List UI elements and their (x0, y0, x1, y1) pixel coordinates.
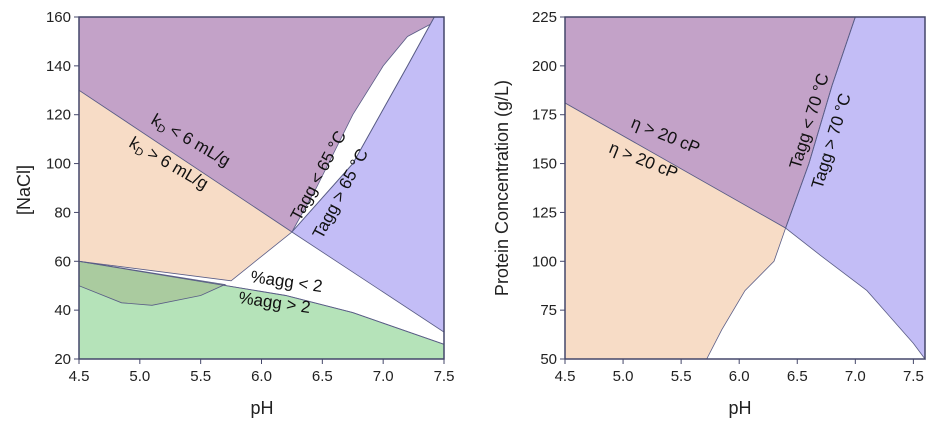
boundary-line-0 (291, 16, 435, 233)
right-x-axis-label: pH (728, 398, 751, 418)
y-tick-label: 20 (54, 351, 71, 368)
y-tick-label: 100 (532, 253, 557, 270)
x-tick-label: 5.0 (129, 368, 150, 385)
y-tick-label: 200 (532, 58, 557, 75)
y-tick-label: 140 (46, 58, 71, 75)
x-tick-label: 6.0 (729, 368, 750, 385)
x-tick-label: 4.5 (69, 368, 90, 385)
x-tick-label: 7.5 (903, 368, 924, 385)
y-tick-label: 160 (46, 9, 71, 26)
right-chart-frame (564, 16, 926, 360)
y-tick-label: 150 (532, 156, 557, 173)
left-chart-regions (78, 16, 445, 360)
x-tick-label: 6.5 (787, 368, 808, 385)
boundary-line-1 (78, 260, 445, 345)
y-tick-label: 60 (54, 253, 71, 270)
x-tick-label: 4.5 (555, 368, 576, 385)
right-y-axis-label: Protein Concentration (g/L) (492, 80, 512, 296)
x-tick-label: 7.0 (373, 368, 394, 385)
x-tick-label: 7.5 (434, 368, 455, 385)
left-y-axis-label: [NaCl] (14, 165, 34, 215)
y-tick-label: 225 (532, 9, 557, 26)
left-x-axis-label: pH (250, 398, 273, 418)
x-tick-label: 6.0 (251, 368, 272, 385)
y-tick-label: 120 (46, 107, 71, 124)
x-tick-label: 6.5 (312, 368, 333, 385)
left-chart-boundaries (78, 16, 445, 345)
right-chart: 4.5 5.0 5.5 6.0 6.5 7.0 7.5 50 75 100 125 150 175 20… (492, 9, 926, 418)
y-tick-label: 40 (54, 302, 71, 319)
y-tick-label: 175 (532, 107, 557, 124)
right-chart-boundaries (785, 16, 856, 229)
x-tick-label: 5.0 (613, 368, 634, 385)
y-tick-label: 125 (532, 204, 557, 221)
x-tick-label: 5.5 (671, 368, 692, 385)
right-chart-y-ticks: 50 75 100 125 150 175 200 225 (532, 9, 565, 368)
right-chart-x-ticks: 4.5 5.0 5.5 6.0 6.5 7.0 7.5 (555, 359, 924, 385)
left-chart: 4.5 5.0 5.5 6.0 6.5 7.0 7.5 20 40 60 80 100 120 140 1… (14, 9, 454, 418)
boundary-line-0 (785, 16, 856, 229)
y-tick-label: 75 (540, 302, 557, 319)
y-tick-label: 80 (54, 204, 71, 221)
x-tick-label: 7.0 (845, 368, 866, 385)
right-chart-regions (564, 16, 926, 361)
x-tick-label: 5.5 (190, 368, 211, 385)
left-chart-x-ticks: 4.5 5.0 5.5 6.0 6.5 7.0 7.5 (69, 359, 455, 385)
y-tick-label: 50 (540, 351, 557, 368)
y-tick-label: 100 (46, 156, 71, 173)
left-chart-y-ticks: 20 40 60 80 100 120 140 160 (46, 9, 79, 368)
